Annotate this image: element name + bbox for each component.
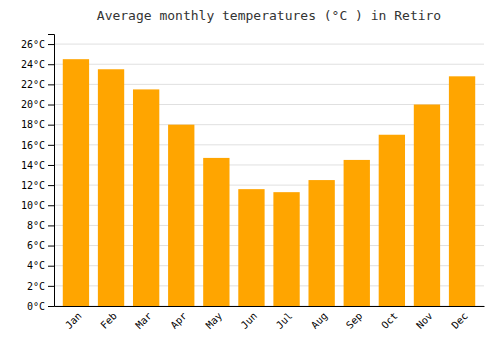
bar	[133, 89, 159, 306]
x-tick: Aug	[309, 310, 330, 331]
x-axis: Jan Feb Mar Apr May Jun Jul Aug Sep Oct Nov Dec	[55, 307, 485, 331]
y-tick-label: 2°C	[27, 281, 45, 292]
y-tick: 6°C	[27, 240, 54, 251]
x-tick: Jun	[239, 310, 260, 331]
y-tick: 4°C	[27, 260, 54, 271]
grid-line	[54, 44, 484, 45]
x-tick-label: Aug	[309, 310, 330, 331]
y-tick: 12°C	[21, 180, 54, 191]
x-tick-label: Jul	[274, 310, 295, 331]
chart: 0°C 2°C 4°C 6°C 8°C 10°C 12°C 14°C 16°C 18°C 20°C 2…	[0, 0, 500, 350]
bar	[238, 189, 264, 306]
bar	[449, 76, 475, 306]
x-tick-label: Apr	[168, 310, 189, 331]
bar	[203, 158, 229, 306]
x-axis-line	[55, 306, 485, 307]
y-tick-mark	[48, 185, 54, 186]
x-tick: Mar	[133, 310, 154, 331]
y-tick-mark	[48, 105, 54, 106]
y-tick-mark	[48, 64, 54, 65]
y-tick: 20°C	[21, 99, 54, 110]
y-tick-label: 24°C	[21, 59, 45, 70]
x-tick-label: Jun	[239, 310, 260, 331]
y-tick-label: 22°C	[21, 79, 45, 90]
y-tick-mark	[48, 125, 54, 126]
bar	[308, 180, 334, 306]
y-tick-mark	[48, 165, 54, 166]
x-tick-label: Oct	[379, 310, 400, 331]
x-tick-label: Dec	[449, 310, 470, 331]
y-tick-mark	[48, 205, 54, 206]
y-tick-label: 12°C	[21, 180, 45, 191]
y-tick-mark	[48, 225, 54, 226]
bar	[168, 125, 194, 306]
y-tick-mark	[48, 306, 54, 307]
bar	[344, 160, 370, 306]
x-tick-label: Sep	[344, 310, 365, 331]
y-tick-label: 0°C	[27, 301, 45, 312]
y-tick-label: 18°C	[21, 119, 45, 130]
y-tick: 16°C	[21, 140, 54, 151]
x-tick-label: May	[204, 310, 225, 331]
y-tick-mark	[48, 84, 54, 85]
y-axis: 0°C 2°C 4°C 6°C 8°C 10°C 12°C 14°C 16°C 18°C 20°C 2…	[21, 35, 55, 312]
y-tick-label: 14°C	[21, 160, 45, 171]
bar	[379, 135, 405, 306]
x-tick: Apr	[168, 310, 189, 331]
plot: 0°C 2°C 4°C 6°C 8°C 10°C 12°C 14°C 16°C 18°C 20°C 2…	[21, 35, 485, 331]
x-tick: Oct	[379, 310, 400, 331]
y-tick-mark	[48, 246, 54, 247]
y-tick: 8°C	[27, 220, 54, 231]
x-tick-label: Jan	[63, 310, 84, 331]
bar	[414, 105, 440, 306]
y-tick-label: 10°C	[21, 200, 45, 211]
x-tick-label: Nov	[414, 310, 435, 331]
x-tick-label: Feb	[98, 310, 119, 331]
x-tick-label: Mar	[133, 310, 154, 331]
bars	[63, 59, 475, 306]
y-tick: 0°C	[27, 301, 54, 312]
y-tick: 14°C	[21, 160, 54, 171]
grid	[54, 44, 484, 306]
x-tick: Dec	[449, 310, 470, 331]
x-tick: May	[204, 310, 225, 331]
y-tick-label: 26°C	[21, 39, 45, 50]
y-tick-label: 20°C	[21, 99, 45, 110]
y-tick-mark	[48, 266, 54, 267]
y-tick: 22°C	[21, 79, 54, 90]
y-tick: 18°C	[21, 119, 54, 130]
y-tick: 10°C	[21, 200, 54, 211]
x-tick: Feb	[98, 310, 119, 331]
y-tick-mark	[48, 44, 54, 45]
y-tick-label: 6°C	[27, 240, 45, 251]
y-tick-label: 4°C	[27, 260, 45, 271]
y-tick-label: 8°C	[27, 220, 45, 231]
y-tick-mark	[48, 286, 54, 287]
x-tick: Sep	[344, 310, 365, 331]
bar	[63, 59, 89, 306]
x-tick: Jul	[274, 310, 295, 331]
y-tick-label: 16°C	[21, 140, 45, 151]
bar	[273, 192, 299, 306]
x-tick: Jan	[63, 310, 84, 331]
bar	[98, 69, 124, 306]
x-tick: Nov	[414, 310, 435, 331]
title: Average monthly temperatures (°C ) in Re…	[97, 8, 441, 23]
y-tick-mark	[48, 145, 54, 146]
y-tick: 2°C	[27, 281, 54, 292]
grid-line	[54, 64, 484, 65]
y-tick: 24°C	[21, 59, 54, 70]
y-tick: 26°C	[21, 39, 54, 50]
y-axis-line	[48, 35, 55, 307]
